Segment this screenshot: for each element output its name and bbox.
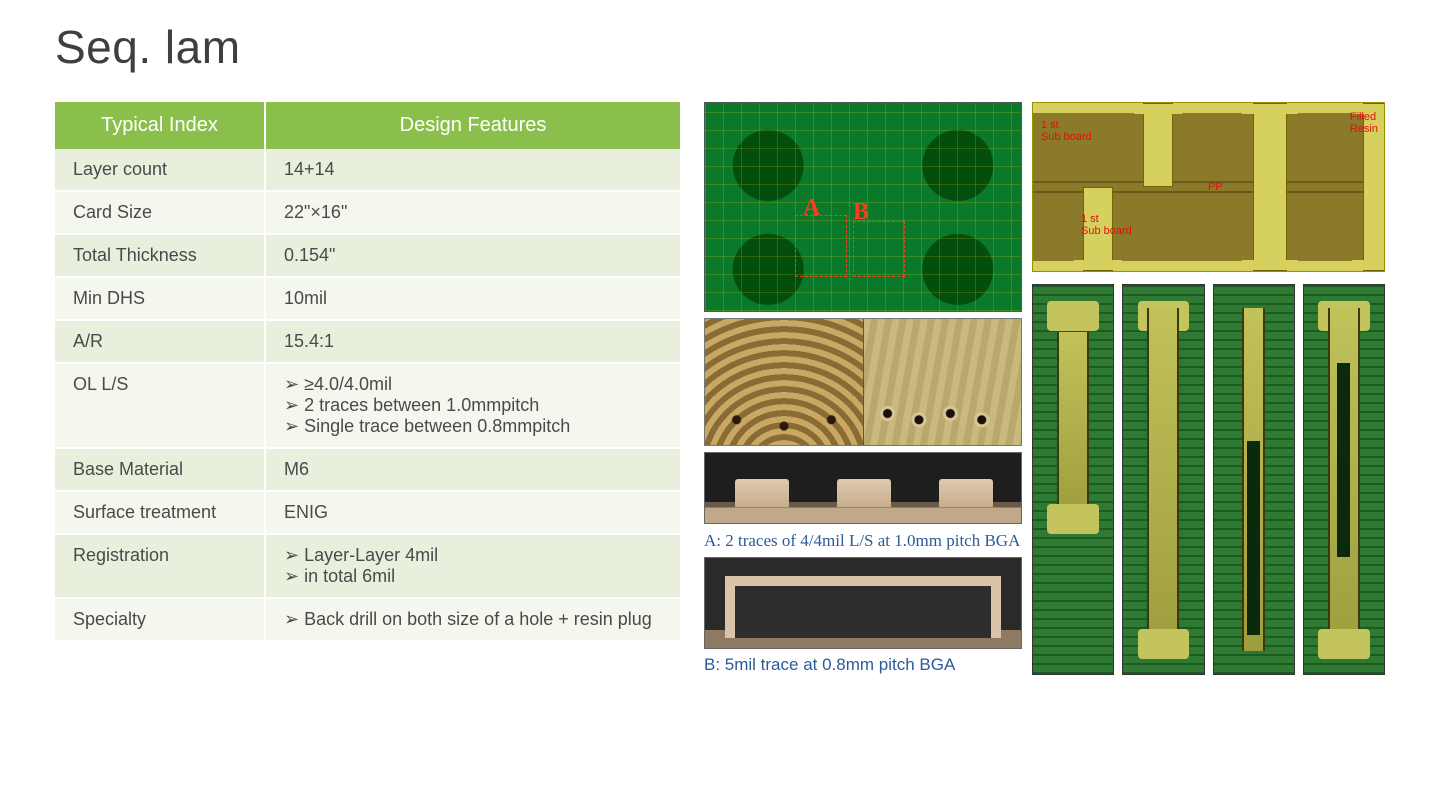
table-row: Specialty Back drill on both size of a ho… (55, 598, 680, 641)
stackup-label-bot: 1 st Sub board (1081, 213, 1132, 237)
stackup-label-filled: Filled Resin (1350, 111, 1378, 135)
row-value: ENIG (265, 491, 680, 534)
row-label: OL L/S (55, 363, 265, 448)
slide-title: Seq. lam (55, 20, 1385, 74)
row-label: Total Thickness (55, 234, 265, 277)
table-row: Card Size22"×16" (55, 191, 680, 234)
table-row: OL L/S≥4.0/4.0mil2 traces between 1.0mmp… (55, 363, 680, 448)
stackup-via-through-1 (1253, 103, 1287, 271)
col-header-features: Design Features (265, 102, 680, 149)
table-row: Surface treatmentENIG (55, 491, 680, 534)
row-label: Layer count (55, 149, 265, 191)
bullet-item: in total 6mil (284, 566, 662, 587)
row-value: ≥4.0/4.0mil2 traces between 1.0mmpitchSi… (265, 363, 680, 448)
row-label: Min DHS (55, 277, 265, 320)
trace-micrographs (704, 318, 1022, 446)
stackup-top-cu (1033, 103, 1384, 113)
row-value: Layer-Layer 4milin total 6mil (265, 534, 680, 598)
pcb-callout-box-a (795, 215, 847, 277)
table-row: A/R15.4:1 (55, 320, 680, 363)
images-column-a: A B A: 2 traces of 4/4mil L/S at 1.0mm p… (704, 102, 1022, 675)
bullet-item: Back drill on both size of a hole + resi… (284, 609, 662, 630)
xsec-pad (939, 479, 993, 507)
via-strip-3 (1213, 284, 1295, 675)
table-row: Min DHS10mil (55, 277, 680, 320)
xsec2-frame (725, 576, 1001, 638)
row-label: Specialty (55, 598, 265, 641)
cross-section-b (704, 557, 1022, 649)
row-value: M6 (265, 448, 680, 491)
caption-b: B: 5mil trace at 0.8mm pitch BGA (704, 655, 1022, 675)
via-strip-1 (1032, 284, 1114, 675)
pcb-photo: A B (704, 102, 1022, 312)
spec-table: Typical Index Design Features Layer coun… (55, 102, 680, 642)
row-label: A/R (55, 320, 265, 363)
row-value: 14+14 (265, 149, 680, 191)
bullet-item: Layer-Layer 4mil (284, 545, 662, 566)
row-value: Back drill on both size of a hole + resi… (265, 598, 680, 641)
row-value: 10mil (265, 277, 680, 320)
row-label: Base Material (55, 448, 265, 491)
row-value: 0.154" (265, 234, 680, 277)
stackup-diagram: 1 st Sub board 1 st Sub board PP Filled … (1032, 102, 1385, 272)
content-area: Typical Index Design Features Layer coun… (55, 102, 1385, 675)
table-row: Total Thickness0.154" (55, 234, 680, 277)
trace-right (863, 319, 1022, 445)
spec-table-container: Typical Index Design Features Layer coun… (55, 102, 680, 675)
via-strip-4 (1303, 284, 1385, 675)
images-area: A B A: 2 traces of 4/4mil L/S at 1.0mm p… (704, 102, 1385, 675)
bullet-item: ≥4.0/4.0mil (284, 374, 662, 395)
via-micrographs-row (1032, 284, 1385, 675)
cross-section-a (704, 452, 1022, 524)
pcb-callout-box-b (853, 221, 905, 277)
stackup-via-upper (1143, 103, 1173, 187)
slide: Seq. lam Typical Index Design Features L… (0, 0, 1440, 810)
caption-a: A: 2 traces of 4/4mil L/S at 1.0mm pitch… (704, 530, 1022, 551)
table-row: Base MaterialM6 (55, 448, 680, 491)
row-label: Surface treatment (55, 491, 265, 534)
row-value: 22"×16" (265, 191, 680, 234)
via-strip-2 (1122, 284, 1204, 675)
bullet-item: 2 traces between 1.0mmpitch (284, 395, 662, 416)
images-column-b: 1 st Sub board 1 st Sub board PP Filled … (1032, 102, 1385, 675)
row-label: Card Size (55, 191, 265, 234)
col-header-index: Typical Index (55, 102, 265, 149)
trace-left (705, 319, 863, 445)
row-label: Registration (55, 534, 265, 598)
table-row: RegistrationLayer-Layer 4milin total 6mi… (55, 534, 680, 598)
stackup-label-top: 1 st Sub board (1041, 119, 1092, 143)
xsec-pad (735, 479, 789, 507)
table-row: Layer count14+14 (55, 149, 680, 191)
row-value: 15.4:1 (265, 320, 680, 363)
stackup-label-pp: PP (1208, 181, 1223, 193)
xsec-pad (837, 479, 891, 507)
bullet-item: Single trace between 0.8mmpitch (284, 416, 662, 437)
